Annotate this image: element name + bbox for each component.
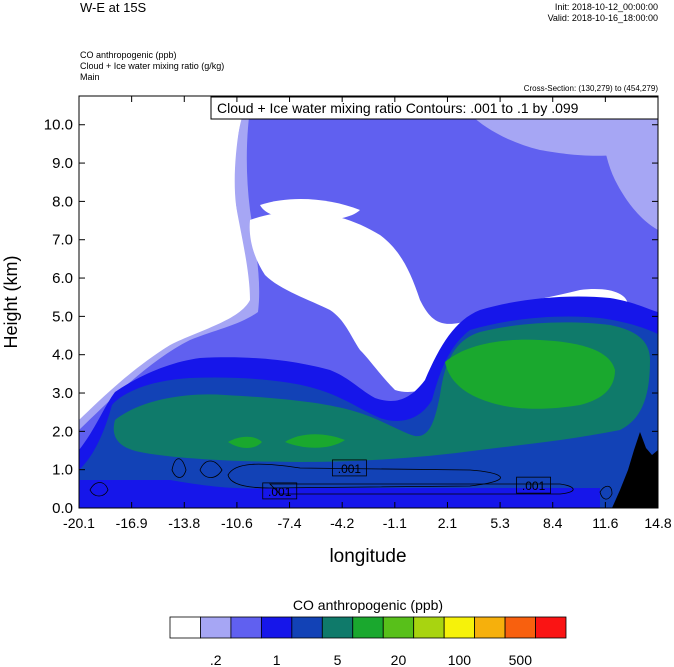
colorbar-tick-label: 20 bbox=[391, 652, 407, 667]
colorbar-tick-label: 500 bbox=[509, 652, 533, 667]
colorbar-swatch bbox=[230, 616, 262, 639]
x-axis: -20.1 -16.9 -13.8 -10.6 -7.4 -4.2 -1.1 2.1 5.3 8.… bbox=[63, 96, 672, 531]
colorbar-tick-label: 1 bbox=[273, 652, 281, 667]
colorbar-swatch bbox=[260, 616, 293, 639]
colorbar-tick-label: 5 bbox=[334, 652, 342, 667]
x-tick-label: -13.8 bbox=[168, 515, 200, 531]
x-tick-label: -10.6 bbox=[221, 515, 253, 531]
y-tick-label: 6.0 bbox=[52, 270, 73, 287]
colorbar-swatch bbox=[321, 616, 354, 639]
colorbar: .2 1 5 20 100 500 bbox=[169, 616, 567, 667]
cross-section-label: Cross-Section: (130,279) to (454,279) bbox=[524, 84, 659, 93]
y-tick-label: 8.0 bbox=[52, 193, 73, 210]
contour-label: .001 bbox=[522, 479, 546, 493]
contour-labels: .001 .001 .001 bbox=[262, 459, 551, 500]
x-tick-label: -7.4 bbox=[277, 515, 301, 531]
plot-title: W-E at 15S bbox=[80, 0, 147, 15]
y-tick-label: 9.0 bbox=[52, 155, 73, 172]
contour-label: .001 bbox=[268, 485, 292, 499]
colorbar-swatch bbox=[413, 616, 445, 639]
contour-label-box bbox=[516, 476, 551, 494]
colorbar-swatch bbox=[382, 616, 415, 639]
init-time: Init: 2018-10-12_00:00:00 bbox=[555, 2, 658, 12]
y-tick-label: 10.0 bbox=[44, 117, 73, 134]
colorbar-tick-label: 100 bbox=[448, 652, 472, 667]
colorbar-swatch bbox=[474, 616, 506, 639]
x-tick-label: 8.4 bbox=[543, 515, 563, 531]
y-tick-label: 2.0 bbox=[52, 423, 73, 440]
valid-time: Valid: 2018-10-16_18:00:00 bbox=[548, 13, 658, 23]
contour-label-box bbox=[262, 482, 298, 500]
y-axis-label: Height (km) bbox=[1, 255, 21, 348]
y-tick-label: 1.0 bbox=[52, 462, 73, 479]
y-axis: 0.0 1.0 2.0 3.0 4.0 5.0 6.0 7.0 8.0 9.0 10.0 bbox=[44, 117, 658, 517]
x-tick-label: -1.1 bbox=[383, 515, 407, 531]
x-tick-label: 14.8 bbox=[644, 515, 671, 531]
x-tick-label: 2.1 bbox=[438, 515, 458, 531]
colorbar-swatch bbox=[291, 616, 323, 639]
colorbar-swatch bbox=[535, 616, 567, 639]
x-tick-label: -16.9 bbox=[116, 515, 148, 531]
y-tick-label: 0.0 bbox=[52, 500, 73, 517]
colorbar-swatch bbox=[200, 616, 232, 639]
domain-label: Main bbox=[80, 72, 100, 82]
contour-label: .001 bbox=[338, 462, 362, 476]
y-tick-label: 4.0 bbox=[52, 347, 73, 364]
field-label-cloud: Cloud + Ice water mixing ratio (g/kg) bbox=[80, 61, 224, 71]
x-tick-label: 5.3 bbox=[490, 515, 510, 531]
contour-label-box bbox=[332, 459, 367, 477]
x-axis-label: longitude bbox=[329, 546, 406, 567]
colorbar-swatch bbox=[443, 616, 476, 639]
x-tick-label: 11.6 bbox=[592, 515, 618, 531]
y-tick-label: 3.0 bbox=[52, 385, 73, 402]
plot-frame bbox=[78, 95, 659, 509]
y-tick-label: 5.0 bbox=[52, 308, 73, 325]
y-tick-label: 7.0 bbox=[52, 232, 73, 249]
colorbar-tick-label: .2 bbox=[210, 652, 222, 667]
colorbar-swatch bbox=[504, 616, 536, 639]
colorbar-swatch bbox=[169, 616, 201, 639]
x-tick-label: -4.2 bbox=[330, 515, 354, 531]
x-tick-label: -20.1 bbox=[63, 515, 95, 531]
cloud-contours bbox=[89, 458, 613, 500]
co-field bbox=[79, 96, 658, 508]
colorbar-title: CO anthropogenic (ppb) bbox=[293, 597, 443, 613]
colorbar-swatch bbox=[352, 616, 384, 639]
field-label-co: CO anthropogenic (ppb) bbox=[80, 50, 177, 60]
contour-info-text: Cloud + Ice water mixing ratio Contours:… bbox=[217, 100, 579, 116]
